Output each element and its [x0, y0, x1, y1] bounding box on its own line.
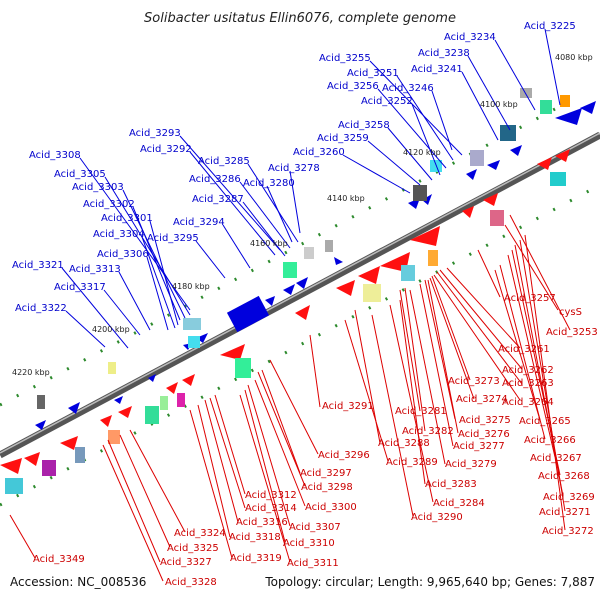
gene-label[interactable]: Acid_3328: [165, 577, 217, 588]
gene-label[interactable]: Acid_3282: [402, 426, 454, 437]
feature-boxes: [5, 88, 570, 494]
gene-label[interactable]: Acid_3276: [458, 429, 510, 440]
gene-label[interactable]: Acid_3303: [72, 182, 124, 193]
gene-label[interactable]: Acid_3261: [498, 344, 550, 355]
gene-label[interactable]: Acid_3286: [189, 174, 241, 185]
gene-label[interactable]: Acid_3295: [147, 233, 199, 244]
gene-label[interactable]: Acid_3273: [448, 376, 500, 387]
gene-label[interactable]: Acid_3268: [538, 471, 590, 482]
gene-label[interactable]: Acid_3302: [83, 199, 135, 210]
gene-label[interactable]: Acid_3238: [418, 48, 470, 59]
scale-label-4100: 4100 kbp: [480, 100, 518, 109]
gene-label[interactable]: Acid_3291: [322, 401, 374, 412]
scale-label-4180: 4180 kbp: [172, 282, 210, 291]
scale-label-4140: 4140 kbp: [327, 194, 365, 203]
gene-label[interactable]: Acid_3269: [543, 492, 595, 503]
gene-label[interactable]: Acid_3317: [54, 282, 106, 293]
gene-label[interactable]: Acid_3319: [230, 553, 282, 564]
gene-label[interactable]: Acid_3225: [524, 21, 576, 32]
genome-backbone: [0, 131, 600, 459]
gene-label[interactable]: Acid_3278: [268, 163, 320, 174]
gene-label[interactable]: Acid_3271: [539, 507, 591, 518]
gene-label[interactable]: Acid_3258: [338, 120, 390, 131]
gene-label[interactable]: Acid_3314: [245, 503, 297, 514]
gene-label[interactable]: Acid_3300: [305, 502, 357, 513]
scale-label-4120: 4120 kbp: [403, 148, 441, 157]
gene-label[interactable]: Acid_3313: [69, 264, 121, 275]
gene-label[interactable]: Acid_3285: [198, 156, 250, 167]
gene-label[interactable]: Acid_3259: [317, 133, 369, 144]
gene-label[interactable]: Acid_3324: [174, 528, 226, 539]
gene-label[interactable]: Acid_3312: [245, 490, 297, 501]
gene-label[interactable]: Acid_3310: [283, 538, 335, 549]
scale-labels: 4080 kbp 4100 kbp 4120 kbp 4140 kbp 4160…: [12, 53, 593, 377]
gene-label[interactable]: Acid_3307: [289, 522, 341, 533]
gene-label[interactable]: Acid_3308: [29, 150, 81, 161]
topology-text: Topology: circular; Length: 9,965,640 bp…: [264, 575, 595, 589]
gene-label[interactable]: Acid_3256: [327, 81, 379, 92]
gene-label[interactable]: Acid_3246: [382, 83, 434, 94]
gene-label[interactable]: Acid_3272: [542, 526, 594, 537]
leader-lines-blue: [61, 28, 561, 349]
gene-label[interactable]: Acid_3280: [243, 178, 295, 189]
gene-label[interactable]: Acid_3290: [411, 512, 463, 523]
gene-label[interactable]: Acid_3305: [54, 169, 106, 180]
gene-label[interactable]: Acid_3327: [160, 557, 212, 568]
gene-label[interactable]: Acid_3321: [12, 260, 64, 271]
gene-label[interactable]: Acid_3316: [236, 517, 288, 528]
gene-label[interactable]: Acid_3266: [524, 435, 576, 446]
gene-label[interactable]: Acid_3262: [502, 365, 554, 376]
gene-label[interactable]: Acid_3255: [319, 53, 371, 64]
gene-label[interactable]: Acid_3274: [456, 394, 508, 405]
gene-label[interactable]: Acid_3304: [93, 229, 145, 240]
scale-label-4220: 4220 kbp: [12, 368, 50, 377]
gene-label[interactable]: Acid_3283: [425, 479, 477, 490]
gene-label[interactable]: Acid_3297: [300, 468, 352, 479]
gene-label[interactable]: Acid_3265: [519, 416, 571, 427]
red-gene-labels: Acid_3257 cysS Acid_3253 Acid_3261 Acid_…: [33, 293, 598, 588]
scale-ticks: [0, 99, 600, 507]
gene-label[interactable]: Acid_3279: [445, 459, 497, 470]
gene-label[interactable]: Acid_3264: [502, 397, 554, 408]
gene-label[interactable]: cysS: [559, 307, 582, 318]
gene-label[interactable]: Acid_3267: [530, 453, 582, 464]
gene-label[interactable]: Acid_3301: [101, 213, 153, 224]
gene-label[interactable]: Acid_3284: [433, 498, 485, 509]
gene-label[interactable]: Acid_3277: [453, 441, 505, 452]
gene-label[interactable]: Acid_3287: [192, 194, 244, 205]
scale-label-4200: 4200 kbp: [92, 325, 130, 334]
gene-label[interactable]: Acid_3325: [167, 543, 219, 554]
map-title: Solibacter usitatus Ellin6076, complete …: [144, 11, 456, 26]
gene-label[interactable]: Acid_3292: [140, 144, 192, 155]
gene-label[interactable]: Acid_3260: [293, 147, 345, 158]
gene-label[interactable]: Acid_3241: [411, 64, 463, 75]
gene-label[interactable]: Acid_3281: [395, 406, 447, 417]
gene-label[interactable]: Acid_3257: [504, 293, 556, 304]
gene-label[interactable]: Acid_3275: [459, 415, 511, 426]
gene-label[interactable]: Acid_3288: [378, 438, 430, 449]
scale-label-4080: 4080 kbp: [555, 53, 593, 62]
gene-label[interactable]: Acid_3234: [444, 32, 496, 43]
gene-label[interactable]: Acid_3251: [347, 68, 399, 79]
gene-label[interactable]: Acid_3294: [173, 217, 225, 228]
gene-label[interactable]: Acid_3311: [287, 558, 339, 569]
gene-label[interactable]: Acid_3349: [33, 554, 85, 565]
gene-label[interactable]: Acid_3322: [15, 303, 67, 314]
gene-label[interactable]: Acid_3306: [97, 249, 149, 260]
accession-text: Accession: NC_008536: [10, 575, 146, 589]
gene-label[interactable]: Acid_3253: [546, 327, 598, 338]
gene-label[interactable]: Acid_3263: [502, 378, 554, 389]
gene-label[interactable]: Acid_3318: [229, 532, 281, 543]
gene-label[interactable]: Acid_3298: [301, 482, 353, 493]
gene-label[interactable]: Acid_3289: [386, 457, 438, 468]
gene-label[interactable]: Acid_3252: [361, 96, 413, 107]
scale-label-4160: 4160 kbp: [250, 239, 288, 248]
gene-label[interactable]: Acid_3296: [318, 450, 370, 461]
blue-gene-labels: Acid_3225 Acid_3234 Acid_3238 Acid_3241 …: [12, 21, 576, 314]
gene-label[interactable]: Acid_3293: [129, 128, 181, 139]
red-genes: [0, 149, 570, 474]
leader-lines-red: [9, 214, 571, 582]
